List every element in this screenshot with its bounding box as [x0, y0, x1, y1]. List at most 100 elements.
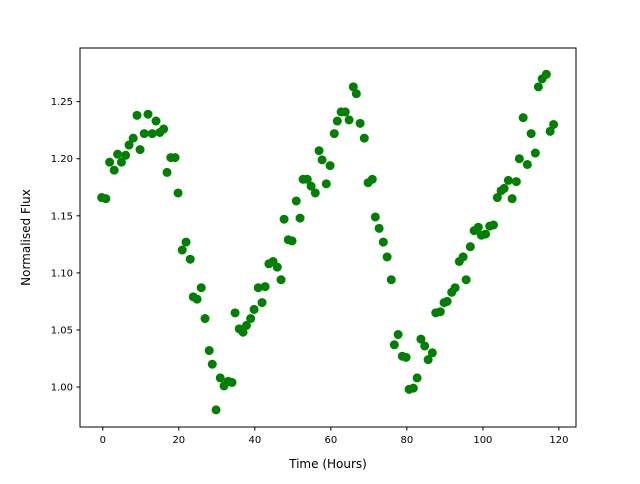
data-point: [518, 113, 528, 123]
data-point: [442, 296, 452, 306]
data-point: [173, 188, 183, 198]
y-tick-label: 1.05: [51, 325, 73, 336]
data-point: [355, 118, 365, 128]
data-point: [321, 179, 331, 189]
data-point: [401, 352, 411, 362]
x-tick-label: 20: [172, 435, 185, 446]
data-points: [97, 69, 559, 415]
data-point: [458, 252, 468, 262]
data-point: [147, 129, 157, 139]
data-point: [128, 133, 138, 143]
data-point: [370, 212, 380, 222]
data-point: [503, 175, 513, 185]
y-tick-label: 1.25: [51, 97, 73, 108]
data-point: [121, 150, 131, 160]
data-point: [257, 298, 267, 308]
data-point: [151, 116, 161, 126]
data-point: [393, 330, 403, 340]
x-axis-label: Time (Hours): [288, 457, 367, 471]
data-point: [541, 69, 551, 79]
data-point: [249, 304, 259, 314]
data-point: [139, 129, 149, 139]
data-point: [241, 320, 251, 330]
data-point: [215, 373, 225, 383]
data-point: [423, 355, 433, 365]
data-point: [427, 348, 437, 358]
data-point: [314, 146, 324, 156]
data-point: [340, 107, 350, 117]
data-point: [489, 220, 499, 230]
data-point: [200, 314, 210, 324]
x-axis-ticks: 0 20 40 60 80 100 120: [100, 427, 568, 446]
data-point: [227, 377, 237, 387]
data-point: [545, 126, 555, 136]
data-point: [159, 124, 169, 134]
data-point: [514, 154, 524, 164]
data-point: [522, 159, 532, 169]
data-point: [492, 193, 502, 203]
data-point: [378, 237, 388, 247]
y-tick-label: 1.15: [51, 211, 73, 222]
data-point: [511, 177, 521, 187]
data-point: [329, 129, 339, 139]
y-axis-ticks: 1.00 1.05 1.10 1.15 1.20 1.25: [51, 97, 80, 394]
data-point: [389, 340, 399, 350]
data-point: [276, 275, 286, 285]
data-point: [374, 223, 384, 233]
x-tick-label: 80: [400, 435, 413, 446]
data-point: [325, 161, 335, 171]
data-point: [412, 373, 422, 383]
data-point: [196, 283, 206, 293]
data-point: [143, 109, 153, 119]
data-point: [260, 282, 270, 292]
data-point: [386, 275, 396, 285]
data-point: [481, 229, 491, 239]
data-point: [348, 82, 358, 92]
data-point: [287, 236, 297, 246]
data-point: [177, 245, 187, 255]
data-point: [435, 307, 445, 317]
data-point: [526, 129, 536, 139]
data-point: [344, 115, 354, 125]
data-point: [420, 341, 430, 351]
x-tick-label: 120: [549, 435, 568, 446]
data-point: [246, 314, 256, 324]
data-point: [507, 194, 517, 204]
x-tick-label: 60: [324, 435, 337, 446]
data-point: [332, 116, 342, 126]
data-point: [211, 405, 221, 415]
data-point: [291, 196, 301, 206]
y-tick-label: 1.00: [51, 383, 73, 394]
data-point: [461, 275, 471, 285]
x-tick-label: 100: [473, 435, 492, 446]
data-point: [109, 165, 119, 175]
data-point: [382, 252, 392, 262]
data-point: [204, 346, 214, 356]
data-point: [295, 213, 305, 223]
data-point: [450, 283, 460, 293]
data-point: [279, 214, 289, 224]
data-point: [408, 383, 418, 393]
data-point: [351, 89, 361, 99]
y-tick-label: 1.20: [51, 154, 73, 165]
data-point: [549, 119, 559, 129]
data-point: [170, 153, 180, 163]
data-point: [473, 222, 483, 232]
data-point: [105, 157, 115, 167]
data-point: [416, 334, 426, 344]
data-point: [465, 242, 475, 252]
data-point: [192, 294, 202, 304]
data-point: [359, 133, 369, 143]
data-point: [317, 155, 327, 165]
y-tick-label: 1.10: [51, 268, 73, 279]
data-point: [530, 148, 540, 158]
data-point: [238, 327, 248, 337]
data-point: [533, 82, 543, 92]
data-point: [207, 359, 217, 369]
x-tick-label: 0: [100, 435, 106, 446]
data-point: [272, 262, 282, 272]
data-point: [181, 237, 191, 247]
data-point: [135, 145, 145, 155]
data-point: [132, 110, 142, 120]
